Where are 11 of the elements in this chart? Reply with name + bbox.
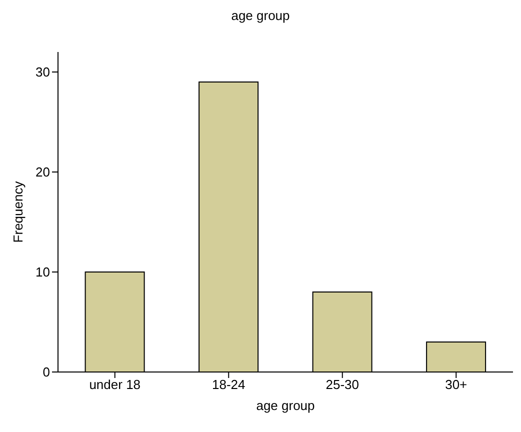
y-tick-label: 30: [36, 64, 50, 80]
x-tick-label: 18-24: [212, 377, 246, 392]
x-tick-label: under 18: [89, 377, 141, 392]
x-tick-label: 30+: [445, 377, 468, 392]
y-tick-label: 20: [36, 164, 50, 180]
y-axis-title: Frequency: [10, 180, 26, 243]
chart-title: age group: [230, 8, 291, 25]
x-axis-title: age group: [256, 398, 315, 413]
y-tick-label: 0: [42, 364, 50, 380]
y-tick-label: 10: [36, 264, 50, 280]
x-tick-label: 25-30: [326, 377, 359, 392]
